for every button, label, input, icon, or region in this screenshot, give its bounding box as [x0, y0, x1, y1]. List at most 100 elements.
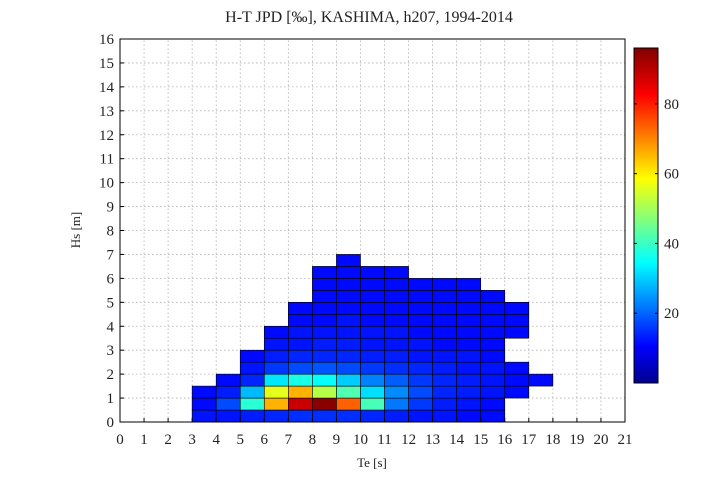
heatmap-cell	[312, 313, 337, 327]
heatmap-cell	[408, 349, 433, 363]
heatmap-cell	[480, 373, 506, 387]
heatmap-cell	[384, 385, 409, 399]
x-axis-label: Te [s]	[357, 455, 387, 470]
heatmap-cell	[360, 385, 385, 399]
heatmap-cell	[384, 278, 409, 291]
heatmap-cell	[263, 337, 289, 351]
heatmap-cell	[456, 325, 482, 339]
heatmap-cell	[288, 409, 313, 423]
heatmap-cell	[360, 302, 385, 315]
heatmap-cell	[336, 290, 361, 303]
colorbar-tick-label: 60	[664, 167, 679, 183]
colorbar	[633, 47, 659, 384]
heatmap-cell	[191, 397, 217, 411]
heatmap-cell	[215, 409, 241, 423]
heatmap-cells	[191, 254, 554, 423]
heatmap-cell	[408, 385, 433, 399]
x-tick-label: 18	[545, 432, 560, 448]
heatmap-cell	[263, 385, 289, 399]
heatmap-cell	[408, 302, 433, 315]
y-tick-label: 0	[107, 415, 115, 431]
heatmap-cell	[384, 325, 409, 339]
heatmap-cell	[504, 313, 530, 327]
x-tick-label: 3	[188, 432, 196, 448]
heatmap-cell	[263, 361, 289, 375]
heatmap-cell	[384, 337, 409, 351]
heatmap-cell	[360, 361, 385, 375]
x-tick-label: 2	[164, 432, 172, 448]
heatmap-cell	[432, 337, 457, 351]
y-tick-label: 7	[107, 247, 115, 263]
heatmap-cell	[408, 313, 433, 327]
y-tick-label: 1	[107, 391, 115, 407]
heatmap-cell	[263, 397, 289, 411]
chart-title: H-T JPD [‰], KASHIMA, h207, 1994-2014	[225, 9, 513, 26]
heatmap-cell	[239, 373, 265, 387]
y-tick-label: 2	[107, 367, 115, 383]
heatmap-cell	[432, 290, 457, 303]
x-tick-label: 13	[425, 432, 440, 448]
heatmap-cell	[215, 397, 241, 411]
heatmap-cell	[360, 409, 385, 423]
heatmap-cell	[432, 397, 457, 411]
heatmap-cell	[263, 325, 289, 339]
colorbar-ticks: 20 40 60 80	[634, 97, 679, 322]
heatmap-cell	[384, 266, 409, 279]
heatmap-cell	[456, 278, 482, 291]
heatmap-cell	[360, 373, 385, 387]
heatmap-cell	[432, 373, 457, 387]
heatmap-cell	[336, 254, 361, 267]
heatmap-cell	[336, 349, 361, 363]
heatmap-cell	[360, 290, 385, 303]
heatmap-cell	[528, 373, 554, 387]
heatmap-cell	[360, 397, 385, 411]
heatmap-cell	[432, 349, 457, 363]
x-tick-label: 8	[309, 432, 317, 448]
heatmap-cell	[239, 349, 265, 363]
heatmap-cell	[312, 290, 337, 303]
heatmap-cell	[215, 373, 241, 387]
heatmap-cell	[239, 361, 265, 375]
x-tick-label: 0	[116, 432, 124, 448]
heatmap-cell	[456, 313, 482, 327]
heatmap-cell	[384, 349, 409, 363]
heatmap-cell	[504, 325, 530, 339]
heatmap-cell	[480, 290, 506, 303]
heatmap-cell	[432, 278, 457, 291]
heatmap-cell	[384, 361, 409, 375]
heatmap-cell	[288, 325, 313, 339]
heatmap-cell	[384, 313, 409, 327]
heatmap-cell	[432, 409, 457, 423]
heatmap-cell	[288, 349, 313, 363]
heatmap-cell	[480, 337, 506, 351]
heatmap-cell	[456, 302, 482, 315]
heatmap-cell	[456, 373, 482, 387]
heatmap-cell	[408, 325, 433, 339]
heatmap-cell	[336, 409, 361, 423]
heatmap-cell	[408, 409, 433, 423]
y-tick-label: 4	[107, 319, 115, 335]
heatmap-cell	[456, 409, 482, 423]
y-tick-label: 11	[100, 152, 114, 168]
x-tick-label: 5	[236, 432, 244, 448]
x-tick-label: 11	[377, 432, 391, 448]
heatmap-cell	[408, 290, 433, 303]
heatmap-cell	[312, 266, 337, 279]
heatmap-cell	[456, 349, 482, 363]
heatmap-cell	[312, 302, 337, 315]
heatmap-cell	[360, 337, 385, 351]
heatmap-cell	[384, 290, 409, 303]
heatmap-cell	[312, 373, 337, 387]
heatmap-cell	[360, 313, 385, 327]
x-tick-label: 6	[261, 432, 269, 448]
x-tick-label: 7	[285, 432, 293, 448]
heatmap-cell	[480, 325, 506, 339]
heatmap-cell	[384, 409, 409, 423]
heatmap-cell	[432, 302, 457, 315]
x-tick-label: 9	[333, 432, 341, 448]
heatmap-cell	[480, 397, 506, 411]
heatmap-cell	[312, 361, 337, 375]
heatmap-cell	[239, 397, 265, 411]
heatmap-cell	[432, 361, 457, 375]
heatmap-cell	[336, 373, 361, 387]
